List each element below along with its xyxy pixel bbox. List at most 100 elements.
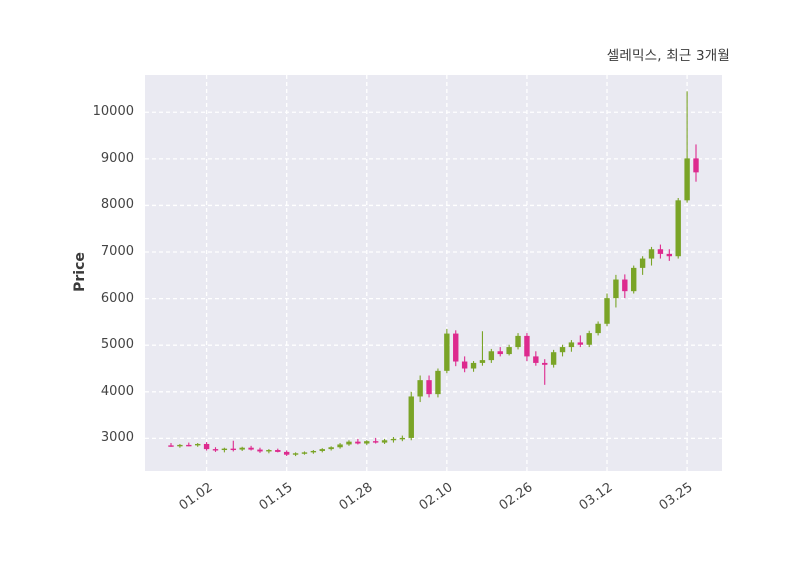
candle [515,333,521,350]
candle [417,375,423,403]
candle [248,445,254,451]
candle-body [248,447,254,450]
candle-body [550,352,557,365]
candle-body [355,441,361,444]
candle-body [239,447,245,450]
candle-body [230,448,236,451]
candle [604,293,610,327]
candle-body [346,441,352,445]
y-tick-label: 10000 [92,104,134,120]
candle-body [648,249,655,259]
y-tick-label: 7000 [100,244,134,260]
candle-body [577,342,584,345]
candle [194,443,201,447]
candle [346,440,352,446]
candle [622,274,628,299]
candle-body [444,333,450,371]
candle [506,344,512,356]
candle-body [319,449,325,451]
candle-body [283,451,290,455]
candle [559,344,566,357]
y-tick-label: 3000 [100,430,134,446]
candle-body [595,323,601,334]
candle [684,91,690,203]
candle [693,144,699,182]
candle-body [497,351,503,355]
candle [203,442,210,451]
candle-body [622,279,628,292]
x-tick-label: 02.10 [416,480,456,514]
candle-body [417,380,423,397]
candle [595,321,601,336]
chart-title: 셀레믹스, 최근 3개월 [606,48,730,64]
candle [292,452,299,457]
candle [426,375,432,398]
candle [221,447,228,453]
candle [542,359,548,385]
candle-body [657,249,664,254]
candle-body [266,450,272,452]
candle-body [177,444,183,447]
candle-body [435,370,441,395]
candle-body [328,447,334,450]
candle-body [203,443,210,450]
candle-body [301,452,308,454]
candle-body [168,445,174,447]
candle-body [559,347,566,353]
candle [577,335,584,348]
candle-body [390,438,397,441]
candle-body [292,453,299,455]
candle-body [453,333,459,362]
candle [453,330,459,367]
candle-body [506,347,512,355]
candle [675,197,681,259]
candle [524,333,530,362]
candle [364,440,370,445]
candle-body [515,335,521,348]
candle [168,443,174,447]
candle [639,256,646,275]
candle [461,356,468,373]
candle-body [194,443,201,446]
candle [479,331,486,366]
x-tick-label: 03.25 [656,480,696,514]
candle-body [426,380,432,395]
x-tick-label: 01.15 [256,480,296,514]
candle [568,340,575,352]
y-tick-label: 5000 [100,337,134,353]
plot-background [145,75,722,471]
candle-body [479,360,486,363]
candle-body [488,351,495,361]
candle [497,347,503,357]
y-tick-label: 6000 [100,290,134,306]
y-tick-label: 9000 [100,150,134,166]
candle [435,368,441,398]
candle-body [666,253,673,257]
candle [399,435,406,442]
candle-body [684,158,690,201]
candlestick-chart [145,75,722,471]
candle-body [568,342,575,348]
candle [310,450,317,454]
candle [355,438,361,445]
candle-body [364,441,370,444]
candle [177,443,183,448]
candle-body [408,396,414,438]
candle-body [310,450,317,453]
candle [275,448,281,453]
candle [586,330,592,348]
candle [613,274,619,308]
candle-body [221,448,228,451]
candle [631,265,637,294]
x-tick-label: 01.28 [336,480,376,514]
candle [666,249,673,261]
candle-body [586,333,592,345]
candle-body [186,444,192,447]
candle-body [461,361,468,369]
candle-body [337,444,343,448]
candle [301,451,308,455]
candle-body [372,441,379,443]
candle [550,349,557,368]
candle [212,447,219,452]
